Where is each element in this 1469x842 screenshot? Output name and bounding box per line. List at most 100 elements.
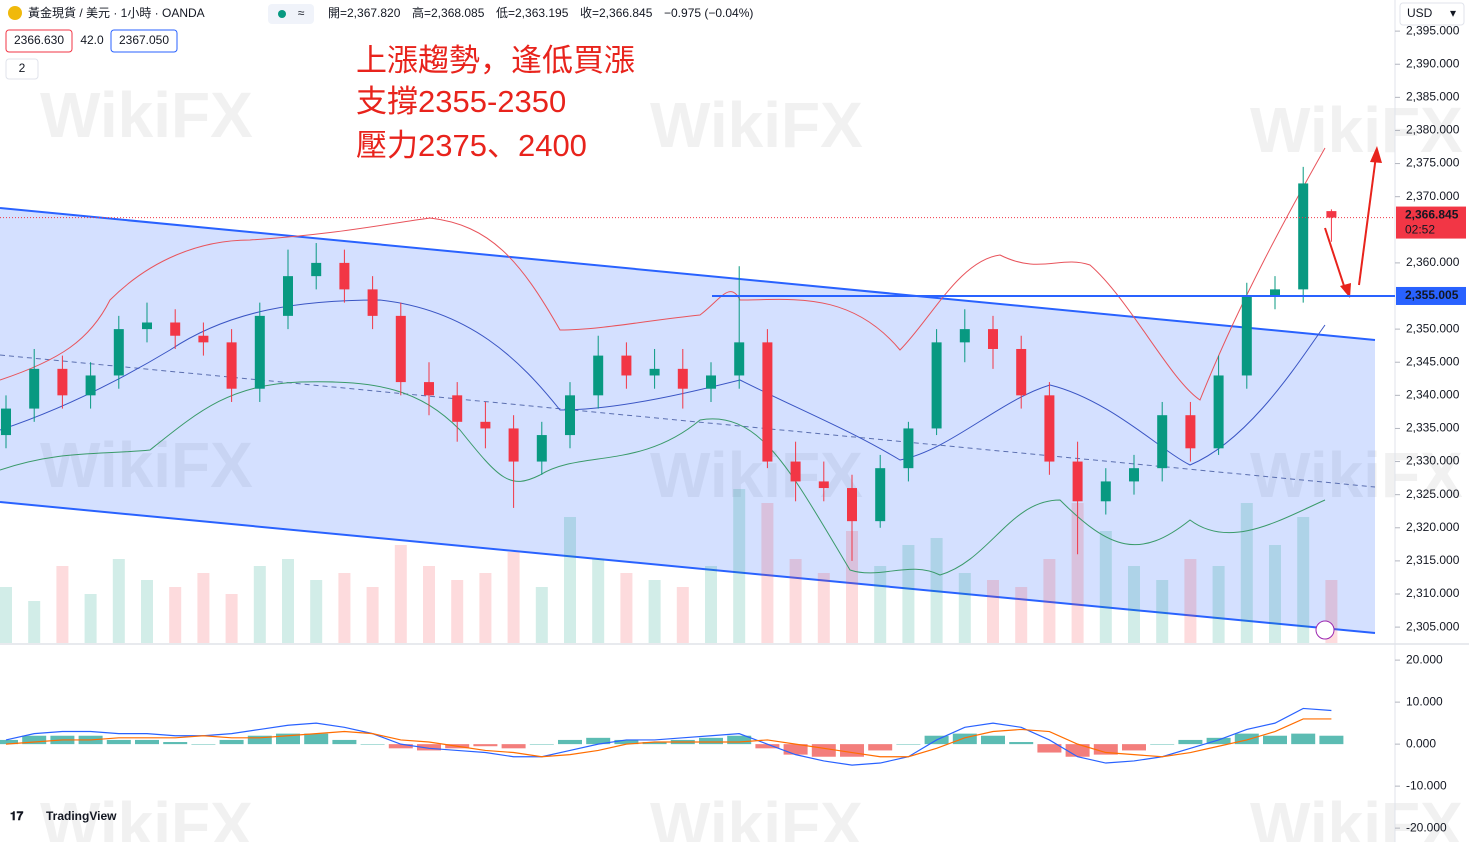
macd-histogram <box>304 733 329 745</box>
volume-bar <box>676 587 689 643</box>
macd-histogram <box>783 744 808 755</box>
candle-body <box>1072 461 1083 502</box>
macd-histogram <box>501 744 526 749</box>
watermark: WikiFX <box>1250 789 1463 842</box>
candle-body <box>903 428 914 469</box>
bid-box[interactable] <box>5 29 73 53</box>
bollinger-upper <box>0 147 1326 401</box>
macd-histogram <box>388 744 413 749</box>
candle-body <box>283 276 293 316</box>
watermark: WikiFX <box>40 429 253 501</box>
macd-macd-line <box>5 707 1332 766</box>
candle-body <box>1100 481 1111 502</box>
volume-bar <box>733 489 746 643</box>
y-tick-label: 2,325.000 <box>1406 487 1460 501</box>
y-tick-label: 20.000 <box>1406 652 1443 666</box>
macd-histogram <box>1122 744 1146 751</box>
macd-histogram <box>1009 742 1034 745</box>
macd-histogram <box>1319 735 1344 745</box>
macd-histogram <box>473 744 498 747</box>
volume-bar <box>1212 566 1225 643</box>
y-tick-label: 2,340.000 <box>1406 388 1460 402</box>
y-tick-label: 2,330.000 <box>1406 454 1460 468</box>
candle-body <box>85 375 96 396</box>
candle-body <box>198 335 209 343</box>
volume-bar <box>846 531 858 643</box>
countdown: 02:52 <box>1405 223 1435 237</box>
volume-bar <box>564 517 576 643</box>
y-tick-label: 2,375.000 <box>1406 156 1460 170</box>
annotation: 壓力2375、2400 <box>356 128 587 163</box>
volume-bar <box>1099 531 1112 643</box>
macd-histogram <box>417 744 441 751</box>
volume-bar <box>592 559 605 643</box>
volume-bar <box>1184 559 1197 643</box>
volume-bar <box>338 573 351 643</box>
candle-body <box>649 368 660 376</box>
candle-body <box>367 289 378 316</box>
indicator-count: 2 <box>19 61 26 75</box>
volume-bar <box>705 566 717 643</box>
volume-bar <box>930 538 943 643</box>
y-tick-label: 2,350.000 <box>1406 321 1460 335</box>
candle-body <box>988 329 998 349</box>
y-tick-label: 2,345.000 <box>1406 354 1460 368</box>
candle-body <box>1270 289 1280 297</box>
macd-histogram <box>586 737 611 745</box>
volume-bar <box>225 594 238 643</box>
watermark: WikiFX <box>40 789 253 842</box>
macd-histogram <box>699 737 723 745</box>
indicator-toggle[interactable] <box>5 58 39 80</box>
macd-histogram <box>135 739 159 745</box>
watermark: WikiFX <box>1250 94 1463 166</box>
volume-bar <box>282 559 294 643</box>
support-label: 2,355.005 <box>1405 288 1459 302</box>
arrow-head <box>1340 283 1351 298</box>
volume-bar <box>648 580 661 643</box>
macd-histogram <box>727 735 752 745</box>
currency-select[interactable] <box>1399 2 1465 26</box>
y-tick-label: 2,395.000 <box>1406 23 1460 37</box>
volume-bar <box>1297 517 1310 643</box>
watermark: WikiFX <box>650 789 863 842</box>
watermark: WikiFX <box>650 89 863 161</box>
y-tick-label: 2,360.000 <box>1406 255 1460 269</box>
support-label-box <box>1396 286 1466 305</box>
volume-bar <box>535 587 548 643</box>
volume-bar <box>451 580 464 643</box>
macd-histogram <box>981 735 1005 745</box>
y-tick-label: 2,380.000 <box>1406 123 1460 137</box>
volume-bar <box>1071 503 1084 643</box>
macd-histogram <box>1150 744 1175 745</box>
candle-body <box>113 329 124 376</box>
macd-histogram <box>1093 744 1118 755</box>
volume-bar <box>0 587 12 643</box>
y-tick-label: 2,370.000 <box>1406 189 1460 203</box>
candle-body <box>1 408 11 436</box>
macd-histogram <box>1234 733 1259 745</box>
volume-bar <box>958 573 971 643</box>
macd-histogram <box>247 735 272 745</box>
macd-histogram <box>1206 737 1231 745</box>
y-tick-label: 10.000 <box>1406 694 1443 708</box>
ask-box[interactable] <box>110 29 178 53</box>
macd-histogram <box>529 744 554 745</box>
y-tick-label: -10.000 <box>1406 778 1447 792</box>
candle-body <box>762 342 773 462</box>
candle-body <box>142 322 152 330</box>
watermarks: WikiFX WikiFX WikiFX WikiFX WikiFX WikiFX Wiki… <box>40 79 1463 842</box>
candle-body <box>1157 415 1168 469</box>
watermark: WikiFX <box>1250 439 1463 511</box>
volume-layer <box>0 489 1338 643</box>
candle-body <box>875 468 886 522</box>
macd-histogram <box>360 744 385 745</box>
candle-body <box>395 315 406 383</box>
macd-histogram <box>276 733 300 745</box>
event-icon[interactable] <box>1315 620 1335 640</box>
ohlc-high: 高=2,368.085 <box>412 5 485 20</box>
arrow-head <box>1370 146 1382 163</box>
candle-body <box>593 355 604 396</box>
y-tick-label: 2,310.000 <box>1406 586 1460 600</box>
candle-body <box>1213 375 1224 449</box>
